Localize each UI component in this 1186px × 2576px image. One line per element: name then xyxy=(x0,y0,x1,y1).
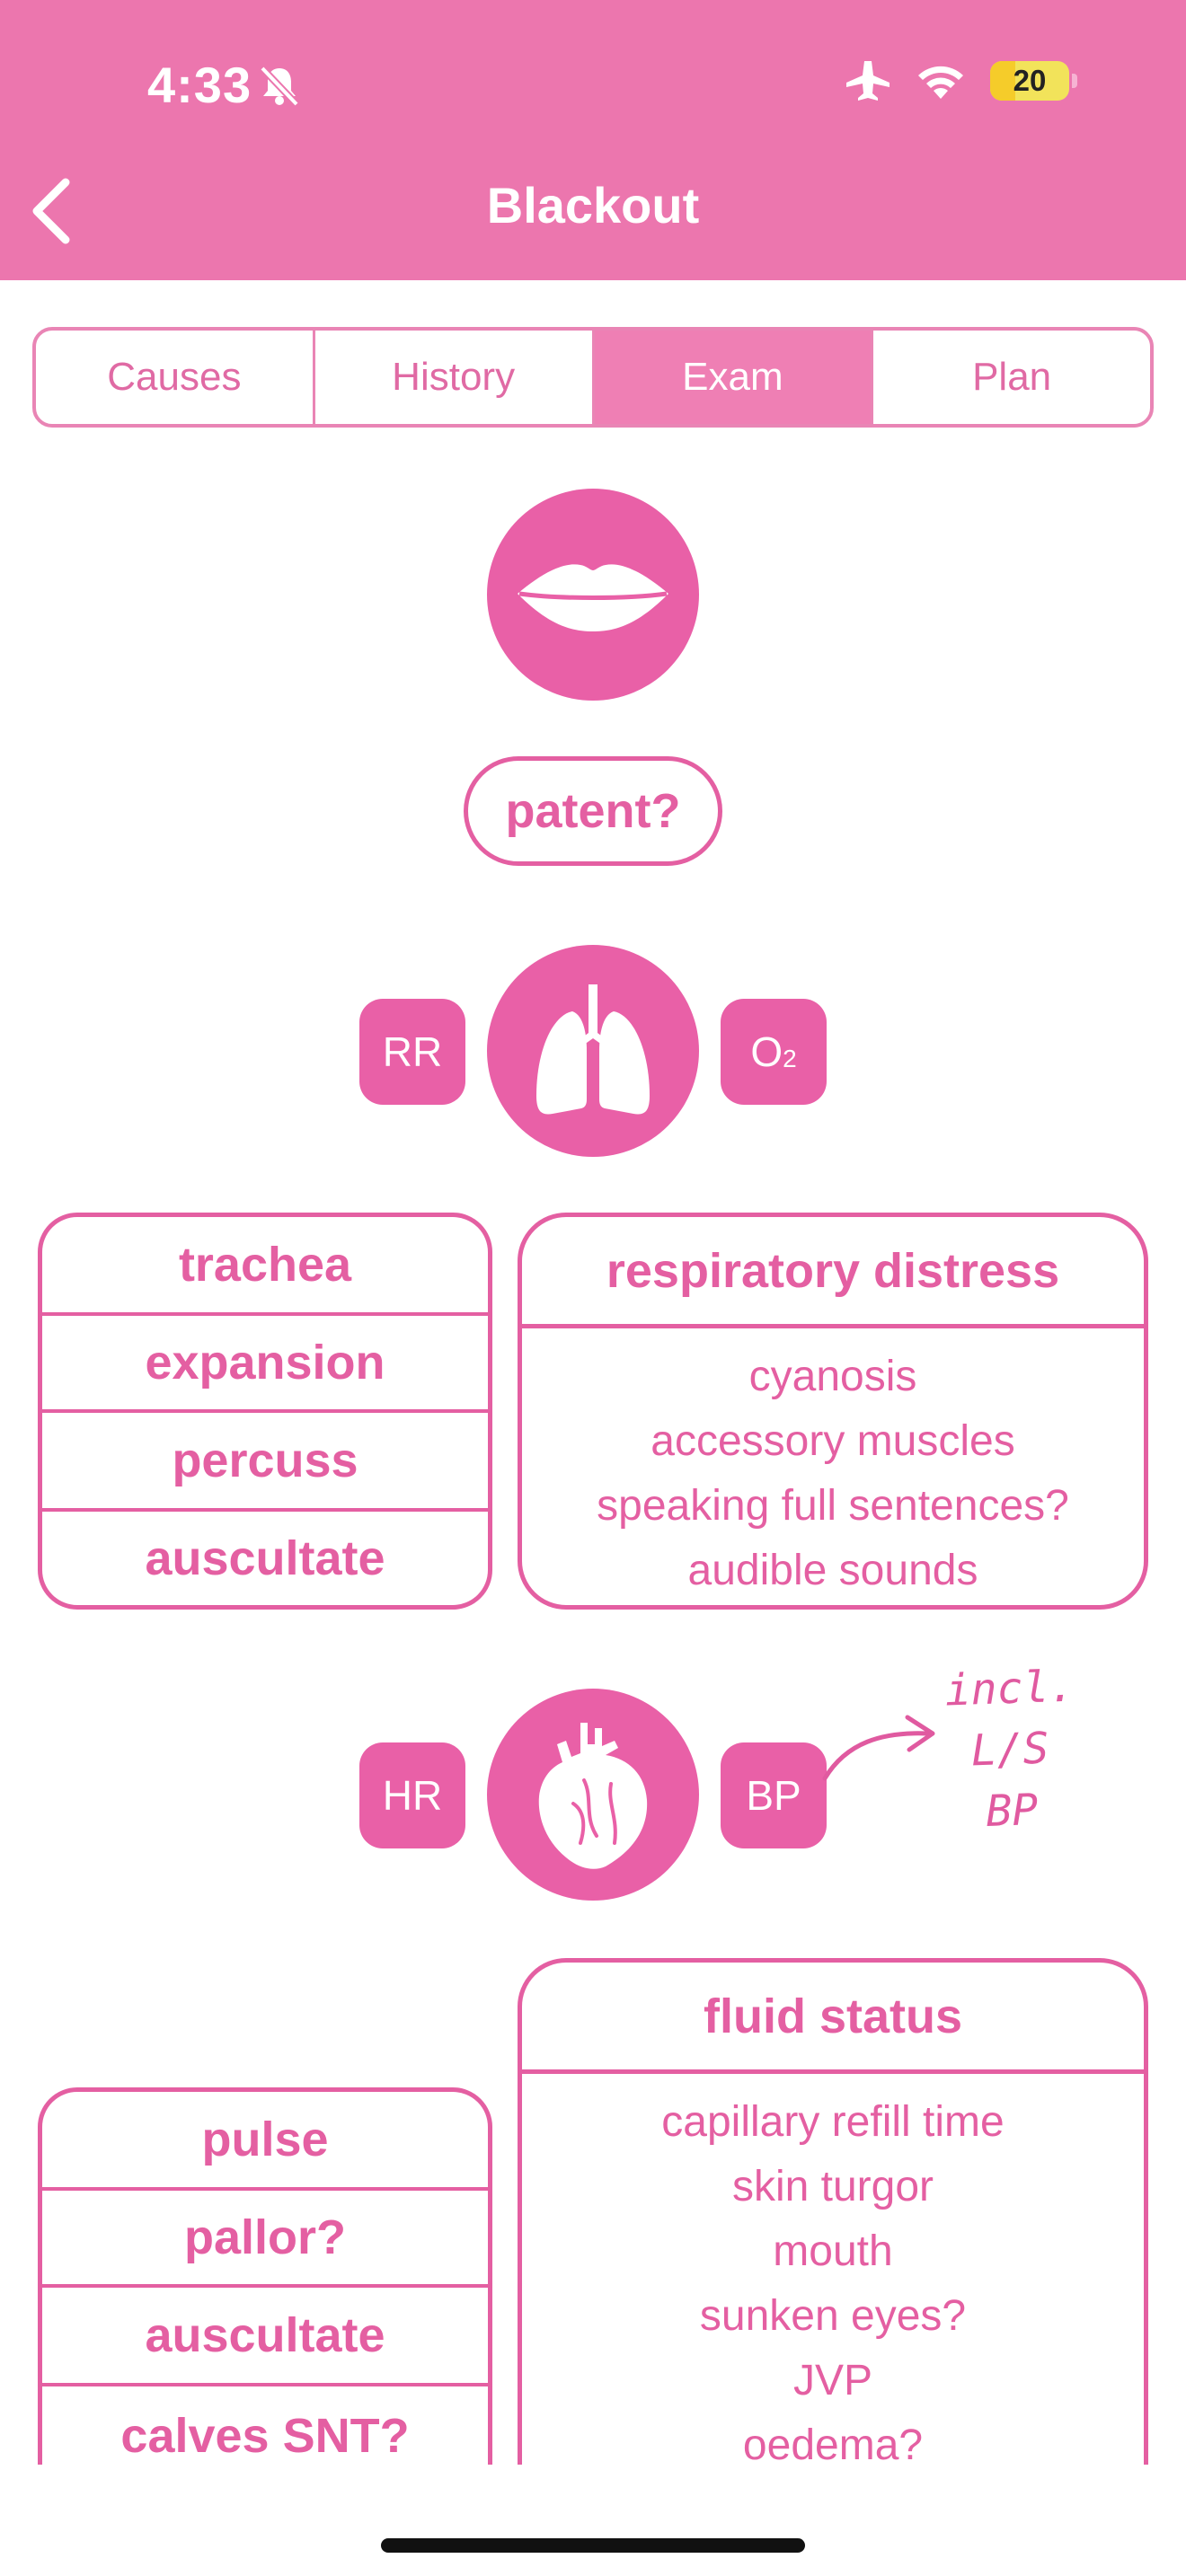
breathing-circle xyxy=(487,945,699,1157)
info-line: audible sounds xyxy=(687,1547,978,1594)
airplane-icon xyxy=(846,61,890,101)
tab-exam[interactable]: Exam xyxy=(594,331,874,424)
note-line: BP xyxy=(985,1784,1040,1837)
nav-header: 4:33 20 Blackout xyxy=(0,0,1186,280)
note-line: incl. xyxy=(943,1661,1076,1716)
airway-circle xyxy=(487,489,699,701)
info-line: mouth xyxy=(773,2228,893,2275)
tab-history[interactable]: History xyxy=(315,331,595,424)
lips-icon xyxy=(518,564,668,631)
info-line: accessory muscles xyxy=(651,1417,1015,1465)
respiratory-distress-lines: cyanosis accessory muscles speaking full… xyxy=(522,1328,1144,1603)
wifi-icon xyxy=(918,66,963,99)
info-line: oedema? xyxy=(742,2422,924,2469)
lungs-icon xyxy=(536,984,650,1115)
circulation-circle xyxy=(487,1689,699,1901)
list-item: expansion xyxy=(42,1316,488,1413)
circulation-exam-list: pulse pallor? auscultate calves SNT? xyxy=(38,2087,492,2536)
page-title: Blackout xyxy=(486,177,700,234)
airway-patent-tag: patent? xyxy=(464,756,722,866)
battery-level: 20 xyxy=(1013,64,1047,97)
fluid-status-title: fluid status xyxy=(522,1963,1144,2074)
info-line: JVP xyxy=(792,2357,873,2404)
back-button[interactable] xyxy=(20,171,83,251)
fluid-status-box: fluid status capillary refill time skin … xyxy=(518,1958,1148,2542)
handwritten-note: incl. L/S BP xyxy=(943,1656,1075,1844)
home-indicator[interactable] xyxy=(381,2538,805,2553)
list-item: auscultate xyxy=(42,2288,488,2386)
info-line: capillary refill time xyxy=(661,2098,1005,2146)
list-item: pulse xyxy=(42,2092,488,2191)
handwritten-arrow-icon xyxy=(822,1715,935,1781)
bp-tag: BP xyxy=(721,1742,827,1848)
battery-indicator: 20 xyxy=(990,61,1077,101)
breathing-exam-list: trachea expansion percuss auscultate xyxy=(38,1213,492,1610)
list-item: auscultate xyxy=(145,1531,385,1585)
list-item: calves SNT? xyxy=(120,2409,410,2463)
status-time: 4:33 xyxy=(147,57,252,113)
chevron-left-icon xyxy=(32,178,70,244)
info-line: cyanosis xyxy=(748,1353,917,1400)
list-item: trachea xyxy=(42,1217,488,1316)
fluid-status-lines: capillary refill time skin turgor mouth … xyxy=(522,2074,1144,2478)
info-line: sunken eyes? xyxy=(699,2292,967,2340)
list-item: pallor? xyxy=(42,2191,488,2288)
respiratory-distress-title: respiratory distress xyxy=(522,1217,1144,1328)
list-item: percuss xyxy=(42,1413,488,1512)
note-line: L/S xyxy=(969,1723,1050,1777)
tab-causes[interactable]: Causes xyxy=(36,331,315,424)
segmented-tabs: Causes History Exam Plan xyxy=(32,327,1154,428)
heart-icon xyxy=(538,1723,648,1869)
hr-tag: HR xyxy=(359,1742,465,1848)
o2-tag-subscript: 2 xyxy=(783,1045,797,1072)
bell-muted-icon xyxy=(260,66,299,107)
info-line: skin turgor xyxy=(731,2163,934,2210)
o2-tag-label: O xyxy=(750,1028,783,1075)
bottom-safe-area xyxy=(0,2465,1186,2576)
rr-tag: RR xyxy=(359,999,465,1105)
info-line: speaking full sentences? xyxy=(597,1482,1069,1530)
tab-plan[interactable]: Plan xyxy=(972,355,1052,399)
status-icons: 20 xyxy=(845,59,1077,102)
respiratory-distress-box: respiratory distress cyanosis accessory … xyxy=(518,1213,1148,1610)
